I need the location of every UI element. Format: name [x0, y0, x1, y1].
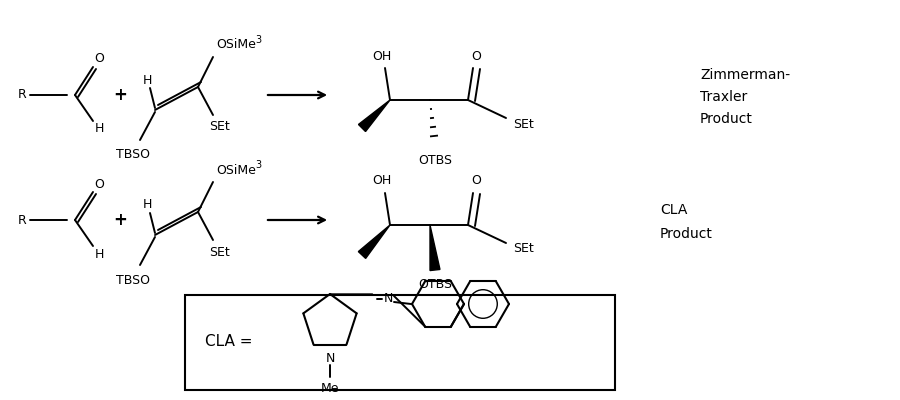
Text: N: N	[325, 352, 335, 365]
Text: Me: Me	[320, 382, 339, 395]
Text: H: H	[94, 248, 104, 260]
Text: R: R	[18, 214, 26, 226]
Text: OH: OH	[373, 50, 392, 62]
Text: R: R	[18, 88, 26, 102]
Text: H: H	[142, 198, 152, 212]
Text: Product: Product	[660, 227, 713, 241]
Text: H: H	[142, 74, 152, 86]
Text: TBSO: TBSO	[116, 274, 150, 286]
Text: SEt: SEt	[513, 242, 534, 256]
Text: OTBS: OTBS	[418, 154, 452, 166]
Text: +: +	[113, 211, 127, 229]
Text: 3: 3	[255, 35, 261, 45]
Polygon shape	[358, 100, 390, 132]
Text: OH: OH	[373, 174, 392, 188]
Text: OSiMe: OSiMe	[216, 38, 256, 52]
Text: O: O	[94, 52, 104, 66]
Text: N: N	[383, 292, 392, 306]
Text: Zimmerman-: Zimmerman-	[700, 68, 790, 82]
Bar	[185, 295, 615, 390]
Text: TBSO: TBSO	[116, 148, 150, 162]
Text: O: O	[471, 50, 481, 62]
Polygon shape	[430, 225, 440, 270]
Text: CLA =: CLA =	[205, 334, 253, 350]
Text: H: H	[94, 122, 104, 136]
Text: SEt: SEt	[210, 120, 230, 134]
Text: Product: Product	[700, 112, 753, 126]
Text: OSiMe: OSiMe	[216, 164, 256, 176]
Text: O: O	[471, 174, 481, 188]
Polygon shape	[358, 225, 390, 258]
Text: CLA: CLA	[660, 203, 688, 217]
Polygon shape	[330, 294, 373, 304]
Text: SEt: SEt	[210, 246, 230, 258]
Text: 3: 3	[255, 160, 261, 170]
Text: OTBS: OTBS	[418, 278, 452, 292]
Text: Traxler: Traxler	[700, 90, 747, 104]
Text: O: O	[94, 178, 104, 190]
Text: +: +	[113, 86, 127, 104]
Text: SEt: SEt	[513, 118, 534, 130]
